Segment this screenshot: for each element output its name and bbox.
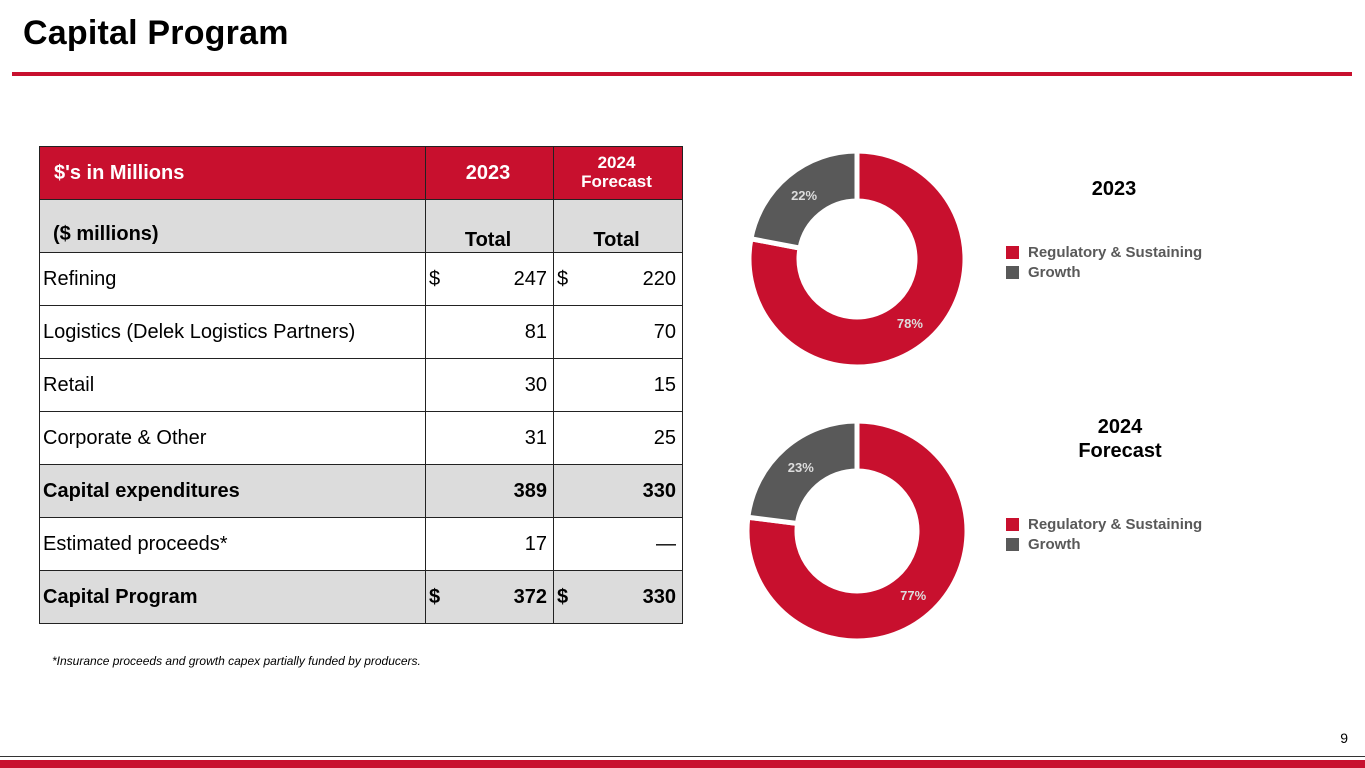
table-header-row: $'s in Millions 2023 2024 Forecast [39,146,683,200]
capital-program-table: $'s in Millions 2023 2024 Forecast ($ mi… [39,146,683,624]
row-label: Logistics (Delek Logistics Partners) [39,305,426,359]
cell-2024: 25 [553,411,683,465]
table-row-proceeds: Estimated proceeds* 17 — [39,517,683,571]
cell-2024: $220 [553,252,683,306]
chart-title-2023: 2023 [1091,178,1137,200]
cell-2023: $372 [425,570,554,624]
donut-2024: 77% 23% [744,418,970,644]
legend-swatch-growth [1006,537,1019,551]
header-2024-year: 2024 [597,153,636,172]
table-row-retail: Retail 30 15 [39,358,683,412]
subheader-2024: Total [553,199,683,253]
cell-2023: 31 [425,411,554,465]
slice-growth [747,148,860,252]
data-label-growth: 22% [791,188,817,203]
chart-title-year: 2024 [1097,416,1143,438]
cell-2023: 17 [425,517,554,571]
value: 247 [513,267,547,290]
footnote: *Insurance proceeds and growth capex par… [52,654,421,668]
legend-swatch-regulatory [1006,245,1019,259]
donut-charts: 78% 22% 77% 23% [744,148,970,644]
currency-symbol: $ [557,267,569,290]
footer-rule-thin [0,756,1365,757]
legend-item: Growth [1006,534,1202,554]
subheader-2023: Total [425,199,554,253]
chart-title-forecast: Forecast [1078,440,1162,462]
slide-title: Capital Program [23,14,289,52]
page-number: 9 [1340,730,1348,746]
row-label: Corporate & Other [39,411,426,465]
row-label: Refining [39,252,426,306]
row-label: Estimated proceeds* [39,517,426,571]
table-row-capex: Capital expenditures 389 330 [39,464,683,518]
header-2024: 2024 Forecast [553,146,683,200]
currency-symbol: $ [429,267,441,290]
cell-2024: 330 [553,464,683,518]
cell-2024: $330 [553,570,683,624]
footer-rule-thick [0,760,1365,768]
row-label: Capital expenditures [39,464,426,518]
legend-2023: Regulatory & Sustaining Growth [1006,242,1202,282]
cell-2024: — [553,517,683,571]
cell-2023: 81 [425,305,554,359]
data-label-regulatory: 77% [900,588,926,603]
slice-regulatory [744,418,970,644]
currency-symbol: $ [557,585,569,608]
slice-regulatory [746,148,968,370]
cell-2024: 15 [553,358,683,412]
table-row-logistics: Logistics (Delek Logistics Partners) 81 … [39,305,683,359]
legend-swatch-growth [1006,265,1019,279]
header-label: $'s in Millions [39,146,426,200]
slice-growth [745,418,860,527]
legend-item: Regulatory & Sustaining [1006,242,1202,262]
table-row-capital-program: Capital Program $372 $330 [39,570,683,624]
value: 372 [513,585,547,608]
chart-title-2024: 2024 Forecast [1050,415,1190,463]
table-row-corporate: Corporate & Other 31 25 [39,411,683,465]
table-subheader-row: ($ millions) Total Total [39,199,683,253]
data-label-growth: 23% [788,460,814,475]
value: 330 [642,585,676,608]
row-label: Capital Program [39,570,426,624]
currency-symbol: $ [429,585,441,608]
legend-swatch-regulatory [1006,517,1019,531]
header-2024-forecast: Forecast [581,172,652,191]
legend-item: Growth [1006,262,1202,282]
legend-label: Regulatory & Sustaining [1028,243,1203,261]
title-rule [12,72,1352,76]
data-label-regulatory: 78% [897,316,923,331]
cell-2023: 389 [425,464,554,518]
legend-label: Growth [1028,535,1081,553]
value: 220 [642,267,676,290]
legend-label: Regulatory & Sustaining [1028,515,1203,533]
legend-2024: Regulatory & Sustaining Growth [1006,514,1202,554]
header-2023: 2023 [425,146,554,200]
legend-label: Growth [1028,263,1081,281]
row-label: Retail [39,358,426,412]
donut-2023: 78% 22% [746,148,968,370]
cell-2024: 70 [553,305,683,359]
cell-2023: $247 [425,252,554,306]
table-row-refining: Refining $247 $220 [39,252,683,306]
cell-2023: 30 [425,358,554,412]
subheader-label: ($ millions) [39,199,426,253]
legend-item: Regulatory & Sustaining [1006,514,1202,534]
